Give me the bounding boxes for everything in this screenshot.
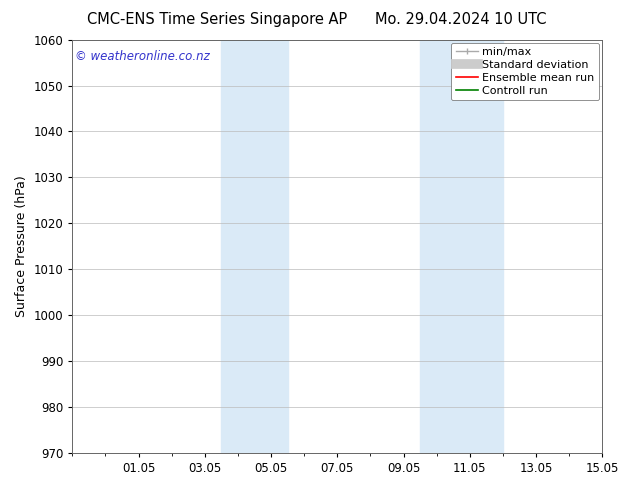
Bar [420, 40, 503, 453]
Legend: min/max, Standard deviation, Ensemble mean run, Controll run: min/max, Standard deviation, Ensemble me… [451, 43, 599, 100]
Text: © weatheronline.co.nz: © weatheronline.co.nz [75, 50, 210, 63]
Bar [221, 40, 288, 453]
Text: CMC-ENS Time Series Singapore AP      Mo. 29.04.2024 10 UTC: CMC-ENS Time Series Singapore AP Mo. 29.… [87, 12, 547, 27]
Y-axis label: Surface Pressure (hPa): Surface Pressure (hPa) [15, 175, 28, 317]
